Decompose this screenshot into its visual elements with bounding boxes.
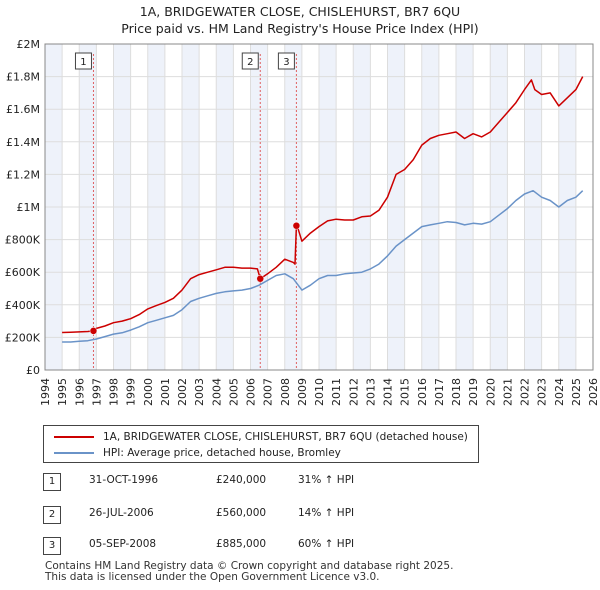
sale-date: 05-SEP-2008: [89, 538, 157, 550]
x-tick-label: 1996: [73, 378, 86, 406]
sale-price: £560,000: [216, 507, 267, 519]
y-tick-label: £0: [26, 364, 40, 377]
x-tick-label: 2020: [484, 378, 497, 406]
y-tick-label: £1.4M: [6, 136, 40, 149]
sale-number-badge: 2: [43, 506, 61, 524]
sale-date: 31-OCT-1996: [89, 474, 158, 486]
legend-label-hpi: HPI: Average price, detached house, Brom…: [103, 447, 341, 459]
sale-number-badge: 1: [43, 473, 61, 491]
y-tick-label: £400K: [5, 299, 41, 312]
sale-price: £240,000: [216, 474, 267, 486]
sale-row: 3 05-SEP-2008 £885,000 60% ↑ HPI: [43, 536, 463, 555]
x-tick-label: 1998: [108, 378, 121, 406]
sale-marker-box: [277, 52, 295, 70]
sale-row: 2 26-JUL-2006 £560,000 14% ↑ HPI: [43, 505, 463, 524]
price-chart: 1 2 3 £0 £200K £400K £600K £800K £1M £1.2M £1.4M £…: [5, 38, 600, 406]
legend-swatch-hpi: [54, 452, 94, 454]
x-tick-label: 2016: [416, 378, 429, 406]
x-tick-label: 2005: [227, 378, 240, 406]
y-tick-label: £1.2M: [6, 168, 40, 181]
x-tick-label: 2014: [382, 378, 395, 406]
x-tick-label: 2015: [399, 378, 412, 406]
y-tick-label: £200K: [5, 331, 41, 344]
x-tick-label: 2008: [279, 378, 292, 406]
hpi-line: [62, 189, 584, 343]
sale-point: [292, 221, 301, 230]
x-tick-label: 2017: [433, 378, 446, 406]
x-tick-label: 1995: [56, 378, 69, 406]
y-tick-label: £1.8M: [6, 71, 40, 84]
property-price-line: [62, 76, 584, 334]
legend: 1A, BRIDGEWATER CLOSE, CHISLEHURST, BR7 …: [43, 425, 479, 463]
chart-title: 1A, BRIDGEWATER CLOSE, CHISLEHURST, BR7 …: [139, 4, 461, 19]
y-tick-label: £1M: [17, 201, 41, 214]
x-tick-label: 2018: [450, 378, 463, 406]
x-tick-label: 2022: [519, 378, 532, 406]
x-tick-label: 2023: [536, 378, 549, 406]
x-tick-label: 2019: [467, 378, 480, 406]
sale-marker-box: [74, 52, 92, 70]
sale-hpi-diff: 31% ↑ HPI: [298, 474, 355, 486]
sale-marker-box: [241, 52, 259, 70]
x-tick-label: 2024: [553, 378, 566, 406]
x-tick-label: 2000: [142, 378, 155, 406]
plot-frame: [44, 43, 594, 371]
x-tick-label: 1997: [90, 378, 103, 406]
y-tick-label: £600K: [5, 266, 41, 279]
sale-point: [256, 274, 265, 283]
sale-marker-number: 2: [247, 57, 253, 68]
x-tick-label: 2012: [347, 378, 360, 406]
footer-copyright: Contains HM Land Registry data © Crown c…: [45, 560, 454, 572]
x-tick-label: 2007: [262, 378, 275, 406]
legend-swatch-property: [54, 436, 94, 438]
x-tick-label: 2010: [313, 378, 326, 406]
x-tick-label: 2009: [296, 378, 309, 406]
y-tick-label: £2M: [17, 38, 41, 51]
sale-point: [89, 327, 98, 335]
sale-number-badge: 3: [43, 537, 61, 555]
x-tick-label: 2013: [364, 378, 377, 406]
x-tick-label: 1994: [39, 378, 52, 406]
x-tick-label: 2003: [193, 378, 206, 406]
x-tick-label: 2004: [210, 378, 223, 406]
sale-marker-number: 3: [283, 57, 289, 68]
sale-date: 26-JUL-2006: [89, 507, 154, 519]
x-tick-label: 2006: [245, 378, 258, 406]
sale-hpi-diff: 14% ↑ HPI: [298, 507, 355, 519]
x-tick-label: 2002: [176, 378, 189, 406]
chart-subtitle: Price paid vs. HM Land Registry's House …: [121, 21, 479, 36]
legend-label-property: 1A, BRIDGEWATER CLOSE, CHISLEHURST, BR7 …: [103, 431, 468, 443]
y-tick-label: £800K: [5, 234, 41, 247]
x-tick-label: 2025: [570, 378, 583, 406]
x-tick-label: 2021: [501, 378, 514, 406]
footer-licence: This data is licensed under the Open Gov…: [45, 571, 380, 583]
sale-hpi-diff: 60% ↑ HPI: [298, 538, 355, 550]
sale-row: 1 31-OCT-1996 £240,000 31% ↑ HPI: [43, 472, 463, 491]
x-tick-label: 1999: [125, 378, 138, 406]
x-tick-label: 2026: [587, 378, 600, 406]
legend-item-hpi: HPI: Average price, detached house, Brom…: [54, 445, 341, 461]
sale-marker-number: 1: [80, 57, 86, 68]
x-tick-label: 2001: [159, 378, 172, 406]
legend-item-property: 1A, BRIDGEWATER CLOSE, CHISLEHURST, BR7 …: [54, 429, 468, 445]
y-tick-label: £1.6M: [6, 103, 40, 116]
sale-price: £885,000: [216, 538, 267, 550]
x-tick-label: 2011: [330, 378, 343, 406]
